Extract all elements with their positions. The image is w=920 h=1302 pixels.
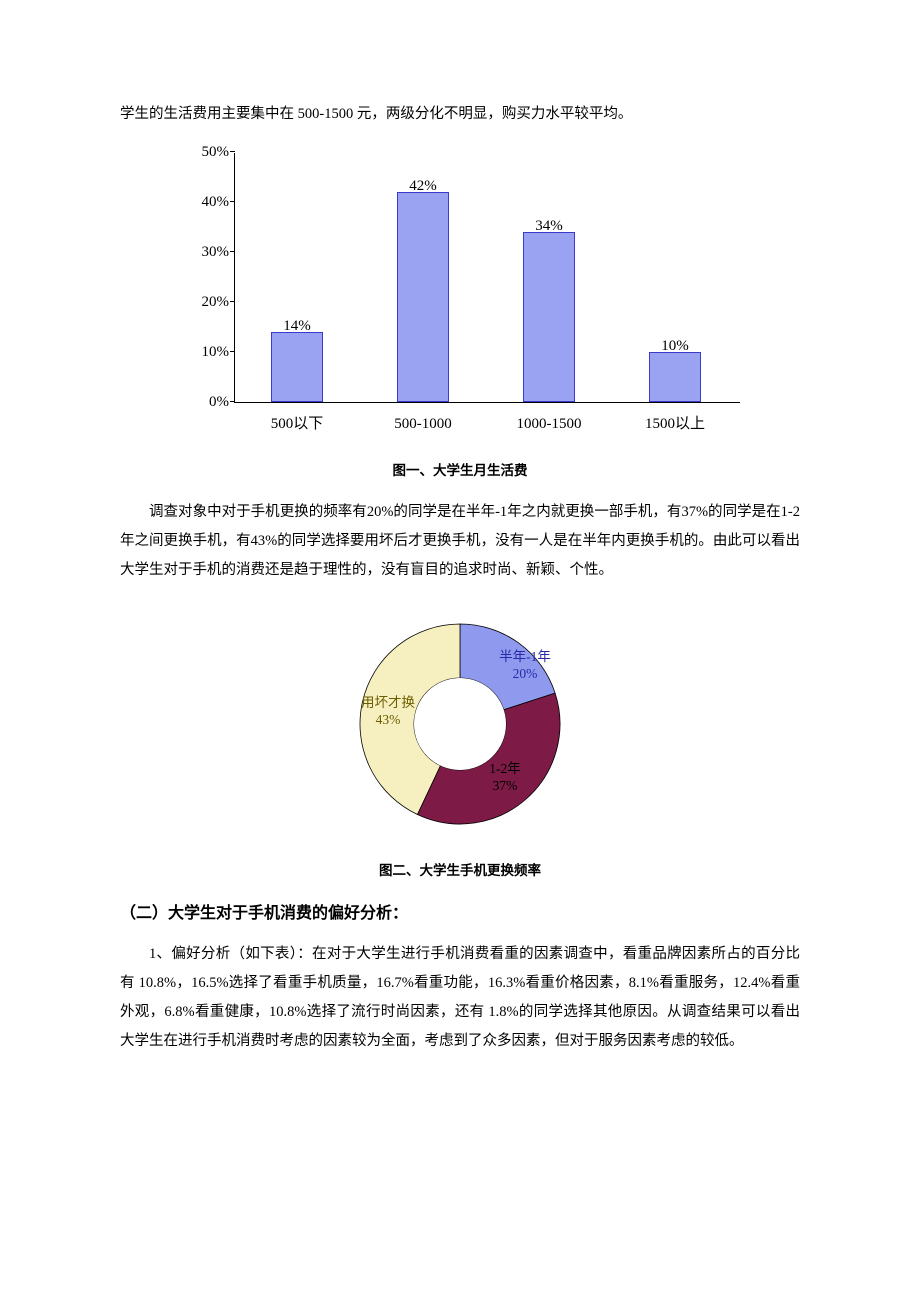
bar: 14% [271, 332, 323, 402]
bar-ytick-label: 30% [185, 237, 229, 267]
donut-chart: 半年-1年20%1-2年37%用坏才换43% [330, 609, 590, 839]
bar-xlabel: 500以下 [234, 409, 360, 439]
bar-xlabel: 1000-1500 [486, 409, 612, 439]
bar-value-label: 34% [524, 211, 574, 241]
bar: 10% [649, 352, 701, 402]
bar-chart-xlabels: 500以下500-10001000-15001500以上 [234, 409, 740, 439]
bar-ytick-label: 0% [185, 387, 229, 417]
bar-ytick-mark [230, 351, 235, 352]
bar: 34% [523, 232, 575, 402]
bar-ytick-label: 50% [185, 137, 229, 167]
section2-paragraph: 1、偏好分析（如下表）：在对于大学生进行手机消费看重的因素调查中，看重品牌因素所… [120, 940, 800, 1056]
bar-ytick-mark [230, 201, 235, 202]
bar-value-label: 42% [398, 171, 448, 201]
bar-xlabel: 500-1000 [360, 409, 486, 439]
bar-value-label: 14% [272, 311, 322, 341]
bar-ytick-mark [230, 301, 235, 302]
bar-xlabel: 1500以上 [612, 409, 738, 439]
bar-ytick-mark [230, 151, 235, 152]
mid-paragraph: 调查对象中对于手机更换的频率有20%的同学是在半年-1年之内就更换一部手机，有3… [120, 498, 800, 585]
bar-ytick-label: 20% [185, 287, 229, 317]
figure1-caption: 图一、大学生月生活费 [120, 457, 800, 484]
bar-ytick-mark [230, 401, 235, 402]
section2-heading: （二）大学生对于手机消费的偏好分析： [120, 898, 800, 930]
intro-paragraph: 学生的生活费用主要集中在 500-1500 元，两级分化不明显，购买力水平较平均… [120, 100, 800, 129]
page-root: 学生的生活费用主要集中在 500-1500 元，两级分化不明显，购买力水平较平均… [0, 0, 920, 1142]
bar-chart: 0%10%20%30%40%50%14%42%34%10% 500以下500-1… [180, 153, 740, 439]
donut-hole [414, 678, 506, 770]
bar-ytick-mark [230, 251, 235, 252]
donut-chart-svg [330, 609, 590, 839]
bar-chart-plot: 0%10%20%30%40%50%14%42%34%10% [234, 153, 740, 403]
bar-value-label: 10% [650, 331, 700, 361]
bar-ytick-label: 40% [185, 187, 229, 217]
bar: 42% [397, 192, 449, 402]
figure2-caption: 图二、大学生手机更换频率 [120, 857, 800, 884]
bar-ytick-label: 10% [185, 337, 229, 367]
